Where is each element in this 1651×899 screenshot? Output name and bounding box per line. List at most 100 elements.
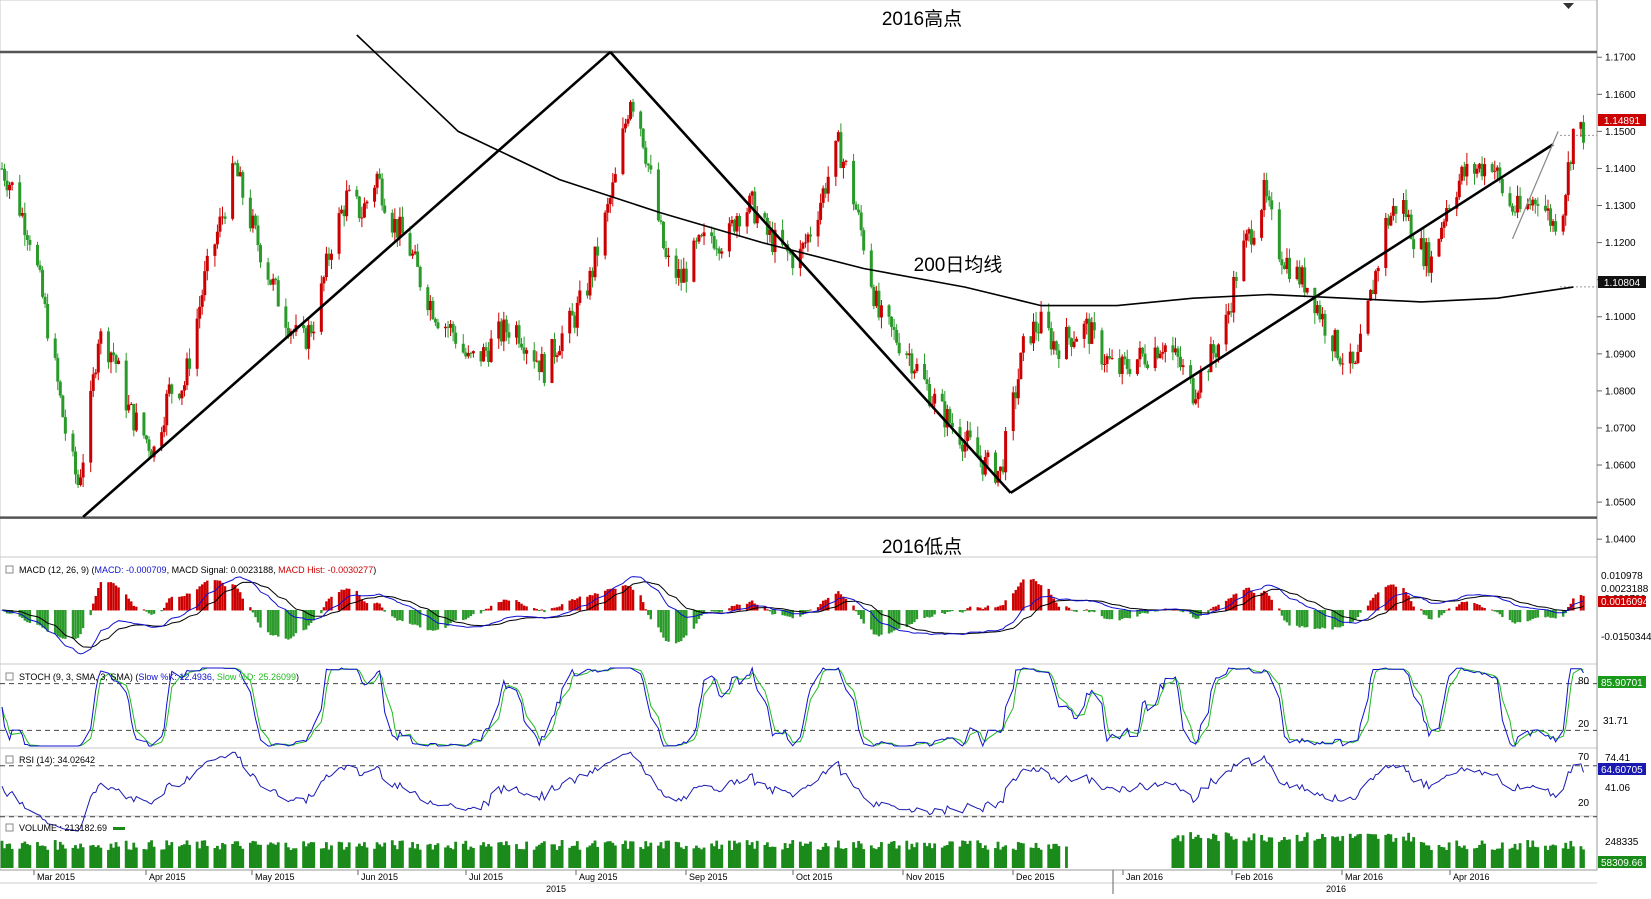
candle-body [839,132,843,169]
macd-hist-bar [289,610,293,639]
volume-bar [1039,849,1043,868]
candle-body [23,213,27,236]
candle-body [1341,363,1345,365]
price-pane [0,0,1598,558]
month-label: Nov 2015 [906,872,945,882]
volume-bar [81,847,85,868]
candle-body [1536,203,1540,206]
volume-bar [1065,846,1068,868]
volume-bar [1049,848,1053,868]
candle-body [821,188,825,203]
macd-hist-bar [923,610,926,619]
macd-hist-bar [908,610,911,625]
caret-down-icon[interactable] [1563,3,1574,9]
volume-bar [588,845,592,868]
stoch-close-icon[interactable] [5,672,14,681]
macd-hist-bar [484,608,488,611]
macd-title-prefix: MACD (12, 26, 9) ( [19,565,95,575]
macd-hist-bar [482,610,485,611]
macd-hist-bar [71,610,75,639]
macd-hist-bar [1227,598,1230,611]
volume-bar [573,845,577,868]
rsi-close-icon[interactable] [5,755,14,764]
macd-hist-bar [1034,581,1038,611]
candle-body [180,390,184,399]
volume-bar [1037,847,1040,868]
candle-body [1549,208,1553,226]
volume-bar [360,846,364,868]
volume-bar [71,847,75,868]
candle-body [337,213,341,254]
candle-body [1389,215,1393,226]
macd-hist-bar [1412,606,1415,611]
candle-body [238,172,242,177]
candle-body [1004,431,1008,473]
candle-body [1037,332,1041,334]
volume-bar [1313,840,1317,868]
volume-bar [89,845,93,868]
macd-hist-bar [355,590,359,611]
candle-body [177,393,181,399]
candle-body [1447,208,1451,210]
macd-hist-bar [1019,582,1023,611]
volume-bar [63,848,67,868]
candle-body [664,248,668,258]
volume-bar [733,840,736,868]
volume-bar [1551,844,1555,868]
macd-hist-bar [819,603,822,611]
macd-hist-bar [1017,586,1020,611]
candle-body [1419,238,1423,250]
candle-body [1176,348,1180,357]
macd-hist-bar [1252,592,1256,611]
macd-hist-bar [1118,610,1121,621]
volume-bar [890,841,893,868]
macd-hist-bar [401,610,404,622]
candle-body [621,128,625,175]
macd-hist-bar [1103,610,1106,619]
volume-bar [1331,836,1334,868]
macd-hist-bar [720,610,723,612]
macd-close-icon[interactable] [5,565,14,574]
candle-body [968,430,972,438]
volume-bar [925,846,929,868]
macd-hist-bar [1280,610,1284,616]
macd-hist-bar [1536,610,1540,618]
macd-hist-bar [142,609,146,611]
volume-bar [943,845,947,868]
volume-bar [1374,834,1378,868]
candle-body [912,371,916,374]
candle-body [1267,196,1271,201]
macd-hist-bar [702,610,706,613]
macd-hist-bar [429,610,432,631]
macd-hist-bar [454,610,457,621]
volume-bar [1427,845,1431,868]
candle-body [1209,344,1213,373]
candle-body [1551,221,1555,226]
trendline [609,51,1012,494]
candle-body [1156,347,1160,359]
volume-bar [951,841,954,868]
candle-body [593,246,597,278]
macd-hist-bar [1554,610,1557,619]
candle-body [712,236,716,249]
macd-hist-bar [1336,610,1339,628]
volume-bar [629,841,632,868]
macd-hist-bar [89,610,92,616]
volume-bar [928,843,931,868]
macd-hist-bar [1075,610,1078,612]
volume-bar [112,847,115,868]
candle-body [1128,368,1132,374]
macd-hist-bar [178,596,181,611]
candle-body [1171,345,1175,353]
macd-hist-bar [502,599,506,611]
trendline [1009,143,1554,494]
volume-bar [697,847,701,868]
candle-body [114,355,118,364]
price-tick-label: 1.0800 [1605,386,1636,397]
macd-hist-bar [586,596,589,611]
candle-body [1508,193,1512,207]
volume-bar [1303,836,1307,868]
volume-bar [730,849,734,868]
volume-close-icon[interactable] [5,823,14,832]
candle-body [1057,350,1061,360]
